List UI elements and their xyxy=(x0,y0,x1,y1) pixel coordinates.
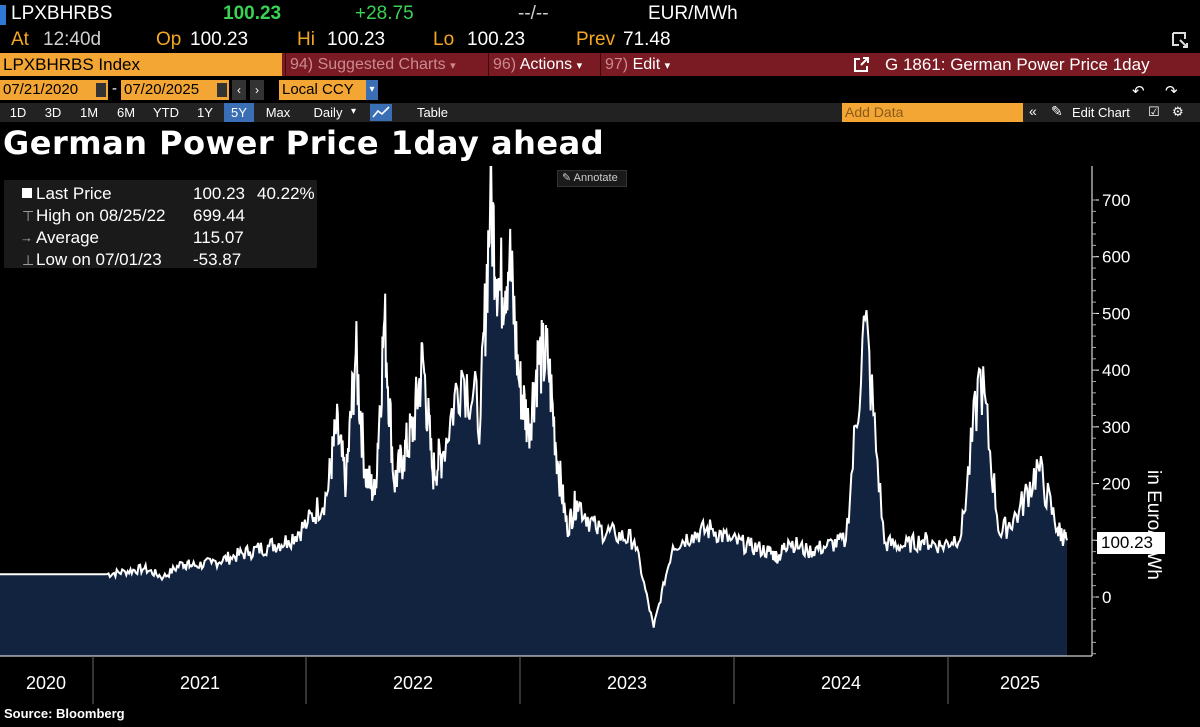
legend-high-label: High on 08/25/22 xyxy=(36,206,166,225)
chart-type-icon[interactable] xyxy=(370,104,392,121)
low-label: Lo xyxy=(433,29,455,50)
y-tick-label: 500 xyxy=(1102,304,1130,323)
high-label: Hi xyxy=(297,29,315,50)
pencil-icon[interactable]: ✎ xyxy=(1051,103,1063,119)
x-tick-label: 2021 xyxy=(180,673,220,693)
actions-number: 96) xyxy=(493,56,517,73)
start-date-input[interactable]: 07/21/2020 xyxy=(0,80,108,100)
unit-label: EUR/MWh xyxy=(648,3,738,24)
prev-value: 71.48 xyxy=(623,29,671,50)
end-date-input[interactable]: 07/20/2025 xyxy=(121,80,229,100)
period-button-1d[interactable]: 1D xyxy=(9,105,27,120)
undo-icon[interactable]: ↶ xyxy=(1132,83,1145,100)
chevron-down-icon: ▾ xyxy=(576,60,583,72)
period-button-1m[interactable]: 1M xyxy=(79,105,99,120)
bid-ask: --/-- xyxy=(518,3,549,24)
edit-label: Edit xyxy=(632,56,661,73)
high-marker-icon: ⊤ xyxy=(22,208,35,224)
legend-high-value: 699.44 xyxy=(193,206,245,225)
calendar-icon[interactable] xyxy=(217,83,227,97)
legend-avg-label: Average xyxy=(36,228,100,247)
pencil-icon: ✎ xyxy=(562,172,572,184)
legend-low-label: Low on 07/01/23 xyxy=(36,250,162,269)
collapse-icon[interactable]: « xyxy=(1029,103,1037,119)
chevron-down-icon[interactable]: ▾ xyxy=(366,80,378,100)
x-tick-label: 2023 xyxy=(607,673,647,693)
period-button-1y[interactable]: 1Y xyxy=(197,105,213,120)
suggested-charts-label: Suggested Charts xyxy=(317,56,446,73)
ticker-symbol[interactable]: LPXBHRBS xyxy=(11,3,113,24)
high-value: 100.23 xyxy=(327,29,386,50)
average-marker-icon: → xyxy=(20,230,33,245)
period-button-5y[interactable]: 5Y xyxy=(224,103,254,122)
legend-avg-value: 115.07 xyxy=(193,228,244,247)
last-price: 100.23 xyxy=(223,3,282,24)
period-button-6m[interactable]: 6M xyxy=(116,105,136,120)
suggested-charts-button[interactable]: 94) Suggested Charts ▾ xyxy=(285,53,485,76)
legend-last-value: 100.23 xyxy=(193,184,245,203)
range-separator: - xyxy=(112,80,117,97)
y-tick-label: 700 xyxy=(1102,191,1130,210)
legend-last-pct: 40.22% xyxy=(257,184,315,203)
annotate-label: Annotate xyxy=(573,172,618,184)
legend-box xyxy=(4,180,317,268)
period-button-3d[interactable]: 3D xyxy=(44,105,62,120)
prev-label: Prev xyxy=(576,29,616,50)
actions-button[interactable]: 96) Actions ▾ xyxy=(488,53,596,76)
x-tick-label: 2024 xyxy=(821,673,861,693)
frequency-select[interactable]: Daily xyxy=(313,105,343,120)
last-price-swatch-icon xyxy=(22,188,32,198)
x-tick-label: 2022 xyxy=(393,673,433,693)
at-value: 12:40d xyxy=(43,29,102,50)
net-change: +28.75 xyxy=(355,3,414,24)
ticker-marker xyxy=(0,5,6,25)
chart-settings-icon[interactable]: ☑ xyxy=(1148,104,1160,119)
suggested-charts-number: 94) xyxy=(290,56,314,73)
y-tick-label: 400 xyxy=(1102,361,1130,380)
period-button-ytd[interactable]: YTD xyxy=(153,105,179,120)
chevron-right-icon[interactable]: › xyxy=(250,80,264,100)
add-data-input[interactable]: Add Data xyxy=(842,103,1023,122)
annotate-button[interactable]: ✎ Annotate xyxy=(557,170,627,187)
price-line xyxy=(0,166,1068,628)
edit-number: 97) xyxy=(605,56,629,73)
popout-icon[interactable] xyxy=(1170,30,1190,50)
low-value: 100.23 xyxy=(467,29,526,50)
chevron-left-icon[interactable]: ‹ xyxy=(232,80,246,100)
open-label: Op xyxy=(156,29,182,50)
currency-select[interactable]: Local CCY xyxy=(279,80,367,100)
open-value: 100.23 xyxy=(190,29,249,50)
y-tick-label: 300 xyxy=(1102,418,1130,437)
table-button[interactable]: Table xyxy=(416,105,449,120)
y-tick-label: 0 xyxy=(1102,588,1111,607)
source-note: Source: Bloomberg xyxy=(4,706,125,721)
edit-chart-button[interactable]: Edit Chart xyxy=(1072,105,1130,120)
chart-id-label[interactable]: G 1861: German Power Price 1day xyxy=(885,55,1150,74)
x-tick-label: 2025 xyxy=(1000,673,1040,693)
at-label: At xyxy=(11,29,29,50)
chevron-down-icon: ▾ xyxy=(450,60,456,72)
period-button-max[interactable]: Max xyxy=(265,105,291,120)
calendar-icon[interactable] xyxy=(96,83,106,97)
y-tick-label: 200 xyxy=(1102,475,1130,494)
edit-button[interactable]: 97) Edit ▾ xyxy=(600,53,688,76)
legend-low-value: -53.87 xyxy=(193,250,242,269)
x-tick-label: 2020 xyxy=(26,673,66,693)
legend-last-label: Last Price xyxy=(36,184,112,203)
chart-title: German Power Price 1day ahead xyxy=(3,124,605,162)
y-tick-label: 600 xyxy=(1102,248,1130,267)
last-value-tag: 100.23 xyxy=(1097,532,1165,554)
chevron-down-icon: ▾ xyxy=(664,60,671,72)
redo-icon[interactable]: ↷ xyxy=(1165,83,1178,100)
actions-label: Actions xyxy=(519,56,573,73)
security-field[interactable]: LPXBHRBS Index xyxy=(0,53,282,76)
gear-icon[interactable]: ⚙ xyxy=(1172,104,1184,119)
chevron-down-icon: ▾ xyxy=(351,106,357,117)
low-marker-icon: ⊥ xyxy=(22,252,35,268)
external-link-icon[interactable] xyxy=(852,56,870,74)
y-axis-title: in Euro/MWh xyxy=(1143,470,1164,580)
